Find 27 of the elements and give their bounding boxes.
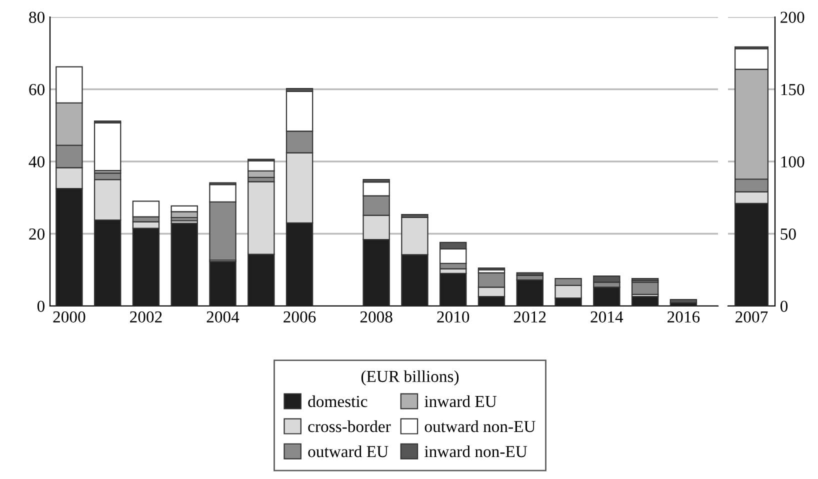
y2-tick-label: 50: [780, 228, 796, 240]
legend-title: (EUR billions): [361, 370, 459, 386]
y-tick-label: 20: [29, 228, 45, 240]
legend-label: domestic: [308, 395, 368, 408]
y2-tick-label: 200: [780, 12, 804, 23]
y2-tick-label: 100: [781, 156, 804, 168]
y2-tick-label: 0: [780, 300, 788, 312]
y-tick-label: 40: [28, 156, 45, 168]
y-tick-label: 80: [29, 12, 45, 23]
y-tick-label: 60: [29, 84, 45, 96]
y-tick-label: 0: [37, 300, 45, 312]
x-tick-label: 2002: [130, 311, 162, 323]
x-tick-label: 2010: [437, 311, 470, 323]
legend-label: cross-border: [308, 420, 391, 432]
x-tick-label: 2004: [206, 311, 240, 323]
legend-label: outward EU: [308, 445, 388, 458]
x-tick-label: 2000: [53, 311, 86, 323]
x-tick-label: 2014: [590, 311, 624, 323]
legend-label: inward EU: [424, 395, 497, 408]
legend-label: inward non-EU: [424, 445, 528, 458]
y2-tick-label: 150: [781, 84, 804, 96]
legend-label: outward non-EU: [424, 420, 536, 432]
x-tick-label: 2012: [514, 311, 546, 323]
x-tick-label: 2006: [284, 311, 316, 323]
x-tick-label: 2016: [668, 311, 700, 323]
x-tick-label: 2007: [736, 311, 768, 323]
x-tick-label: 2008: [360, 311, 392, 323]
